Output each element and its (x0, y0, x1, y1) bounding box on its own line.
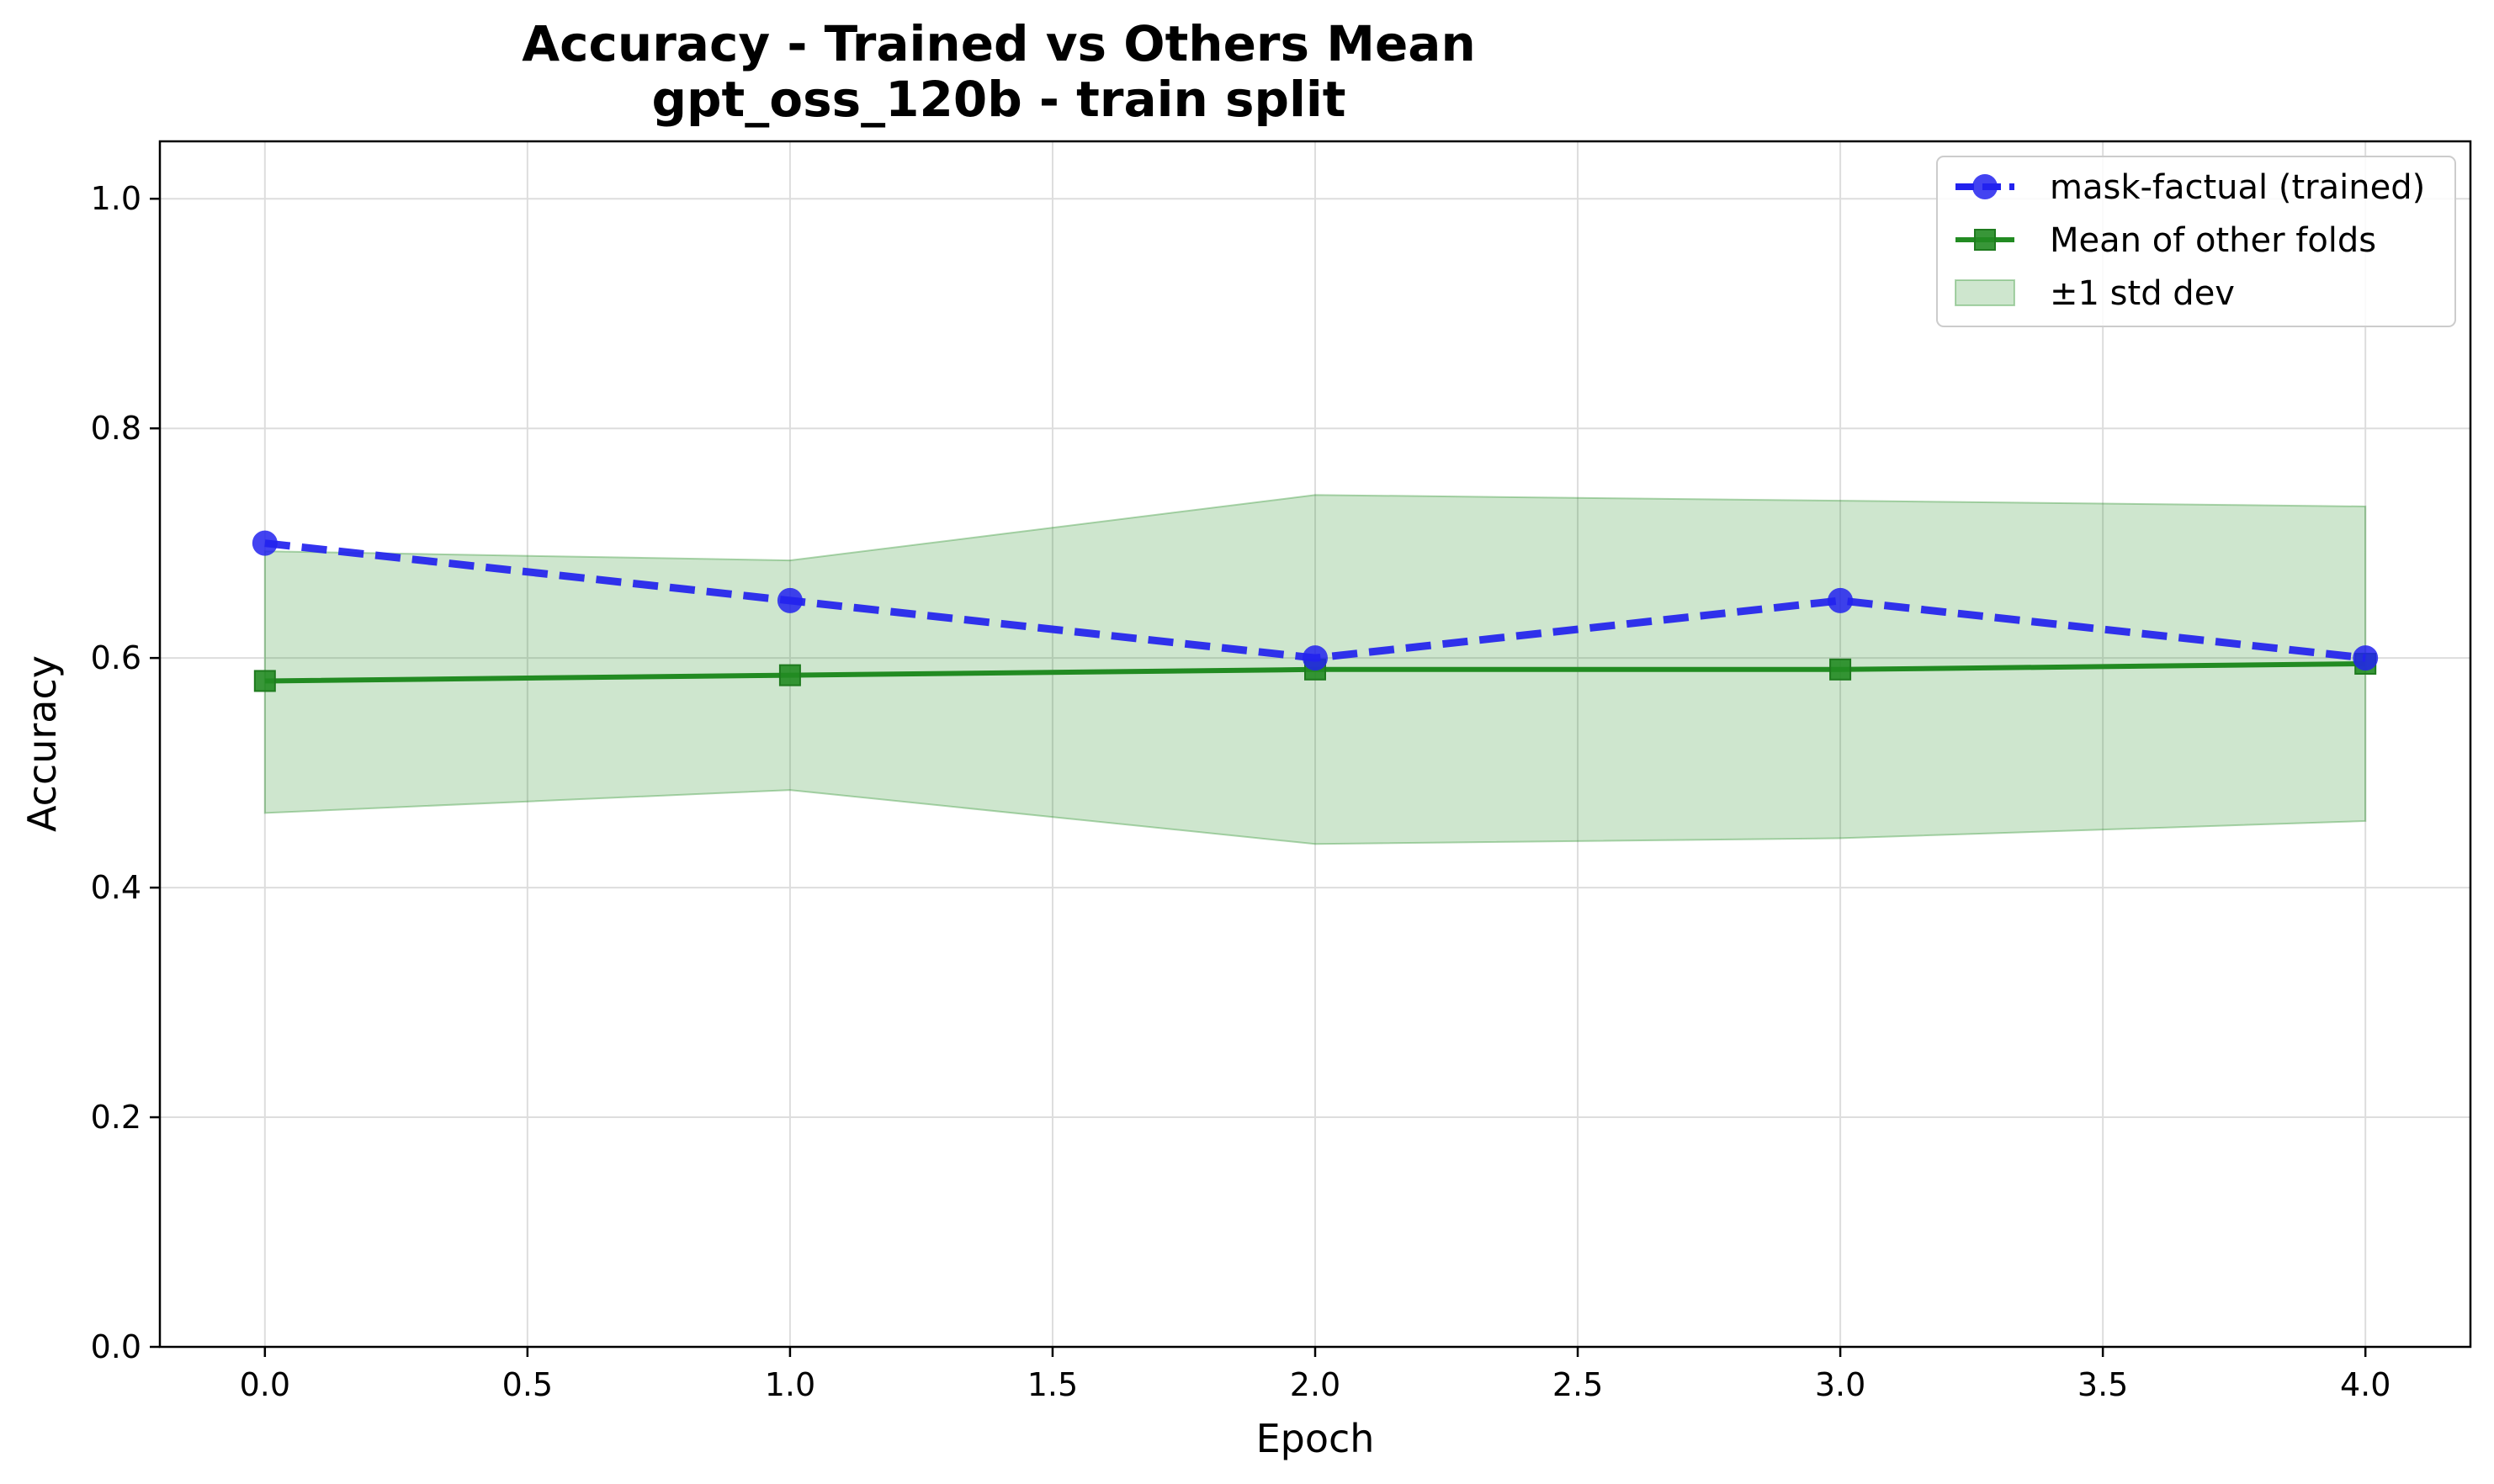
y-tick-label: 0.4 (91, 869, 141, 906)
series-layer (252, 530, 2379, 692)
x-tick-label: 2.5 (1552, 1366, 1603, 1403)
y-tick-label: 0.6 (91, 639, 141, 676)
legend-label-mean: Mean of other folds (2050, 221, 2376, 260)
y-axis-ticks: 0.0 0.2 0.4 0.6 0.8 1.0 (91, 180, 160, 1365)
x-tick-label: 1.5 (1027, 1366, 1078, 1403)
data-point-trained (2353, 645, 2379, 671)
data-point-mean (778, 664, 801, 686)
legend-marker-trained (1972, 174, 1998, 199)
chart-subtitle: gpt_oss_120b - train split (651, 71, 1345, 128)
y-tick-label: 1.0 (91, 180, 141, 217)
y-tick-label: 0.2 (91, 1099, 141, 1136)
x-tick-label: 0.0 (240, 1366, 290, 1403)
x-axis-label: Epoch (1256, 1416, 1375, 1461)
data-point-mean (253, 670, 276, 692)
y-tick-label: 0.8 (91, 410, 141, 447)
legend-swatch-band (1955, 279, 2015, 306)
x-tick-label: 0.5 (502, 1366, 553, 1403)
legend-label-trained: mask-factual (trained) (2050, 168, 2425, 207)
data-point-trained (1828, 587, 1854, 613)
x-tick-label: 4.0 (2340, 1366, 2391, 1403)
y-axis-label: Accuracy (19, 655, 65, 832)
data-point-trained (777, 587, 803, 613)
legend: mask-factual (trained) Mean of other fol… (1936, 156, 2456, 327)
x-tick-label: 2.0 (1290, 1366, 1340, 1403)
legend-box (1936, 156, 2456, 327)
legend-marker-mean (1974, 229, 1996, 251)
data-point-mean (1829, 658, 1852, 681)
x-tick-label: 3.5 (2077, 1366, 2128, 1403)
legend-label-band: ±1 std dev (2050, 274, 2235, 313)
data-point-trained (1303, 645, 1328, 671)
x-tick-label: 3.0 (1815, 1366, 1865, 1403)
x-tick-label: 1.0 (765, 1366, 815, 1403)
y-tick-label: 0.0 (91, 1328, 141, 1365)
x-axis-ticks: 0.0 0.5 1.0 1.5 2.0 2.5 3.0 3.5 4.0 (240, 1347, 2391, 1403)
data-point-trained (252, 530, 278, 556)
chart-title: Accuracy - Trained vs Others Mean (522, 15, 1475, 72)
